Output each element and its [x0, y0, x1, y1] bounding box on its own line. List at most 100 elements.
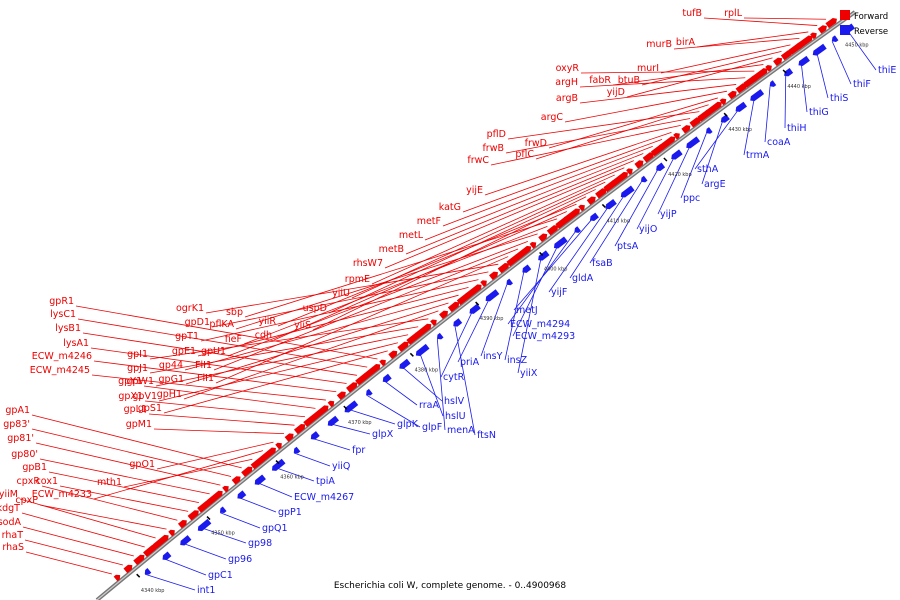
scale-tick — [206, 516, 211, 521]
forward-leader-line — [535, 104, 709, 160]
forward-gene-arrow — [705, 101, 722, 116]
reverse-gene-label: rraA — [419, 400, 439, 411]
forward-gene-arrow — [506, 254, 521, 267]
reverse-gene-arrow — [735, 101, 748, 112]
forward-leader-line — [277, 203, 577, 327]
forward-leader-line — [626, 57, 773, 98]
scale-tick-label: 4440 kbp — [787, 84, 811, 90]
forward-gene-label: metL — [399, 230, 424, 241]
forward-gene-arrow — [250, 457, 265, 470]
forward-gene-arrow — [642, 152, 655, 163]
forward-gene-label: frwD — [525, 138, 547, 149]
legend-forward-label: Forward — [854, 12, 888, 22]
forward-gene-arrow — [796, 35, 813, 50]
forward-gene-label: oxyR — [556, 63, 580, 74]
forward-gene-arrow — [152, 534, 169, 550]
forward-gene-label: lysC1 — [50, 309, 76, 320]
reverse-gene-arrow — [750, 89, 765, 102]
reverse-gene-arrow — [219, 506, 227, 514]
scale-tick — [539, 251, 544, 256]
forward-gene-label: murI — [637, 63, 659, 74]
forward-leader-line — [21, 512, 145, 548]
forward-leader-line — [703, 17, 818, 26]
reverse-gene-label: fpr — [352, 445, 365, 456]
forward-gene-label: cox1 — [36, 476, 58, 487]
legend-reverse-swatch — [840, 25, 850, 35]
forward-gene-arrow — [327, 400, 335, 408]
reverse-leader-line — [348, 409, 396, 425]
reverse-gene-arrow — [327, 415, 340, 427]
forward-gene-arrow — [538, 233, 548, 242]
reverse-gene-arrow — [538, 250, 550, 261]
forward-leader-line — [158, 342, 399, 402]
reverse-leader-line — [636, 157, 675, 230]
forward-gene-label: cpxP — [15, 495, 38, 506]
forward-leader-line — [48, 471, 199, 504]
reverse-leader-line — [513, 219, 592, 311]
forward-leader-line — [22, 526, 134, 557]
forward-gene-arrow — [430, 319, 437, 327]
reverse-leader-line — [517, 258, 542, 374]
forward-gene-label: murB — [646, 39, 672, 50]
forward-gene-label: yiiU — [332, 288, 350, 299]
reverse-leader-line — [454, 325, 476, 436]
reverse-leader-line — [548, 206, 609, 293]
forward-leader-line — [490, 125, 681, 166]
forward-gene-arrow — [312, 405, 329, 420]
forward-gene-label: fabR — [589, 75, 611, 86]
forward-gene-arrow — [113, 574, 121, 582]
reverse-gene-label: ECW_m4294 — [510, 319, 570, 330]
forward-leader-line — [384, 167, 625, 269]
forward-leader-line — [144, 400, 306, 418]
genome-backbone — [95, 10, 857, 600]
reverse-gene-label: gldA — [572, 273, 594, 284]
reverse-leader-line — [680, 133, 707, 199]
forward-gene-label: birA — [676, 37, 696, 48]
reverse-leader-line — [238, 497, 277, 513]
reverse-gene-arrow — [605, 198, 617, 210]
forward-gene-arrow — [364, 364, 381, 379]
forward-gene-label: yijD — [607, 87, 625, 98]
forward-gene-arrow — [586, 196, 596, 205]
reverse-gene-track — [144, 23, 855, 575]
forward-leader-line — [39, 458, 210, 495]
forward-leader-line — [612, 64, 764, 86]
forward-leader-line — [442, 146, 653, 227]
reverse-gene-label: glpK — [397, 419, 419, 430]
reverse-leader-line — [201, 527, 247, 544]
reverse-gene-arrow — [671, 149, 683, 160]
reverse-leader-line — [743, 97, 755, 156]
reverse-gene-label: insZ — [507, 355, 528, 366]
forward-leader-lines — [19, 17, 827, 575]
forward-gene-label: FlI1 — [197, 373, 214, 384]
scale-tick — [343, 405, 348, 410]
forward-gene-arrow — [810, 32, 817, 40]
forward-leader-line — [153, 428, 285, 435]
forward-leader-line — [244, 218, 558, 318]
legend-forward-swatch — [840, 10, 850, 20]
forward-leader-line — [215, 256, 509, 384]
forward-gene-arrow — [143, 544, 157, 558]
forward-gene-arrow — [284, 433, 294, 442]
scale-tick-label: 4410 kbp — [607, 218, 631, 224]
forward-gene-label: btuB — [618, 75, 640, 86]
forward-gene-arrow — [689, 117, 701, 128]
scale-tick-label: 4350 kbp — [211, 531, 235, 537]
forward-leader-line — [243, 225, 548, 345]
forward-gene-arrow — [497, 262, 510, 274]
reverse-gene-label: thiG — [809, 107, 829, 118]
forward-gene-arrow — [456, 293, 471, 306]
forward-gene-label: sodA — [0, 517, 21, 528]
forward-gene-label: mth1 — [97, 477, 122, 488]
forward-gene-arrow — [611, 171, 629, 186]
scale-tick — [601, 203, 606, 208]
reverse-gene-arrow — [769, 80, 777, 87]
forward-gene-label: metB — [379, 244, 404, 255]
reverse-gene-label: gp96 — [228, 554, 252, 565]
forward-leader-line — [673, 37, 800, 50]
reverse-gene-labels: int1 gpC1 gp96 gp98 gpQ1 gpP1 ECW_m4267 tpiA yii… — [197, 65, 896, 596]
forward-gene-track — [113, 18, 837, 582]
forward-leader-line — [184, 294, 459, 371]
forward-gene-label: gp81' — [7, 433, 34, 444]
